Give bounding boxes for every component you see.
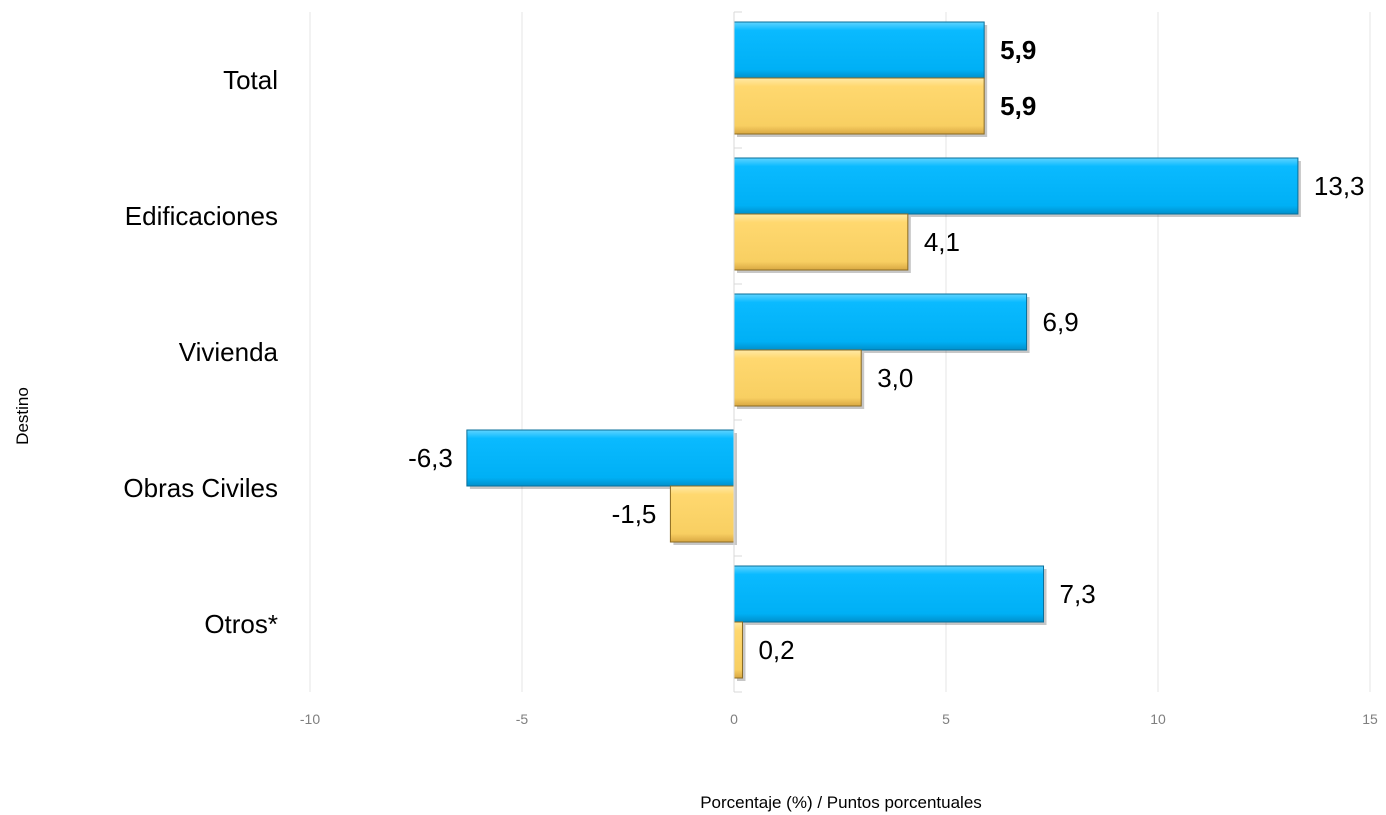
x-tick-label: -10	[300, 711, 320, 727]
bar-series-2	[733, 213, 909, 271]
bar-series-2	[733, 77, 985, 135]
data-label: 5,9	[1000, 91, 1036, 121]
bar-series-2	[669, 485, 735, 543]
category-label: Vivienda	[179, 337, 279, 367]
y-axis-title: Destino	[13, 387, 32, 445]
category-label: Edificaciones	[125, 201, 278, 231]
data-label: 4,1	[924, 227, 960, 257]
data-label: -1,5	[612, 499, 657, 529]
data-label: 13,3	[1314, 171, 1365, 201]
x-tick-label: 15	[1362, 711, 1378, 727]
bar-series-2	[733, 349, 862, 407]
x-tick-label: -5	[516, 711, 529, 727]
bar-series-1	[733, 293, 1028, 351]
x-tick-label: 5	[942, 711, 950, 727]
bar-series-1	[733, 21, 985, 79]
category-label: Obras Civiles	[123, 473, 278, 503]
x-tick-label: 10	[1150, 711, 1166, 727]
x-tick-label: 0	[730, 711, 738, 727]
x-axis-title: Porcentaje (%) / Puntos porcentuales	[700, 793, 982, 812]
data-label: 6,9	[1043, 307, 1079, 337]
bar-series-1	[733, 565, 1045, 623]
bar-series-1	[466, 429, 735, 487]
category-label: Otros*	[204, 609, 278, 639]
data-label: 0,2	[758, 635, 794, 665]
data-label: -6,3	[408, 443, 453, 473]
bar-series-1	[733, 157, 1299, 215]
category-label: Total	[223, 65, 278, 95]
data-label: 5,9	[1000, 35, 1036, 65]
bar-series-2	[733, 621, 743, 679]
data-label: 7,3	[1060, 579, 1096, 609]
data-label: 3,0	[877, 363, 913, 393]
